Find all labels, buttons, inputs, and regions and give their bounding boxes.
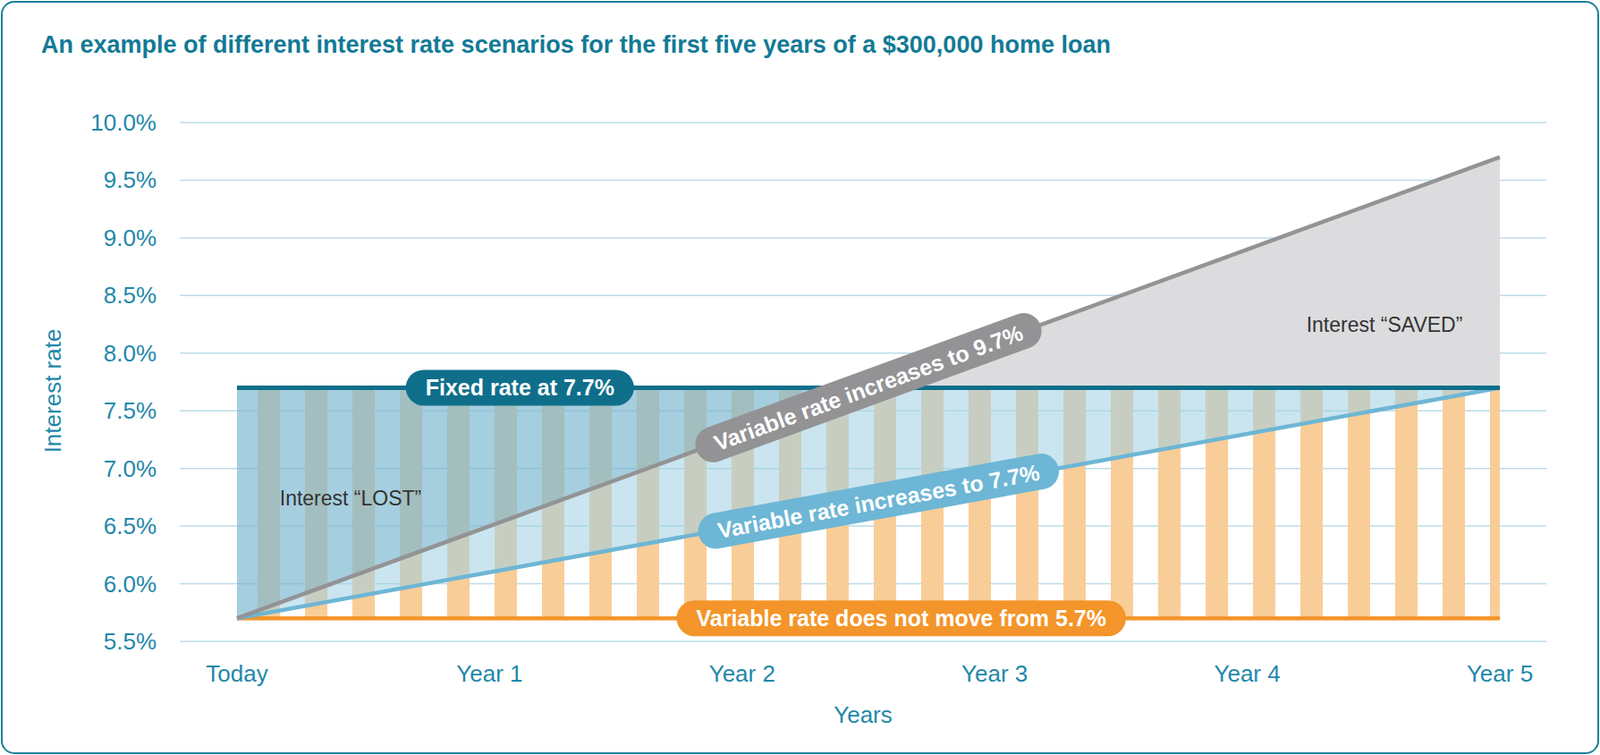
x-tick-label: Year 3: [961, 660, 1028, 687]
series-label: Variable rate increases to 7.7%: [694, 450, 1062, 552]
y-tick-label: 5.5%: [103, 627, 157, 655]
series-label: Variable rate does not move from 5.7%: [676, 600, 1126, 636]
grid-line: [179, 121, 1547, 124]
series-label-text: Fixed rate at 7.7%: [425, 374, 615, 400]
title: An example of different interest rate sc…: [41, 31, 1111, 59]
x-tick-label: Year 5: [1466, 660, 1533, 687]
series-label-pill: [676, 600, 1126, 636]
y-tick-label: 6.5%: [103, 512, 157, 540]
y-tick-label: 8.0%: [103, 339, 157, 367]
page: {"chart_data": { "type": "line", "title"…: [0, 0, 1600, 755]
grid-line: [179, 179, 1547, 182]
frame: [1, 1, 1599, 754]
series-label-text: Variable rate increases to 9.7%: [711, 320, 1027, 457]
y-tick-label: 8.5%: [103, 281, 157, 309]
lost-area: [237, 157, 1500, 619]
grid: [179, 122, 1547, 642]
y-tick-label: 7.5%: [103, 397, 157, 424]
y-tick-label: 9.5%: [103, 166, 157, 194]
series-label-text: Variable rate increases to 7.7%: [715, 459, 1042, 543]
series-label-pill: [694, 450, 1062, 552]
chart: An example of different interest rate sc…: [0, 0, 1600, 755]
saved-area: [237, 157, 1500, 619]
y-tick-label: 6.0%: [103, 570, 157, 598]
plot-area: [237, 157, 1500, 619]
y-tick-label: 9.0%: [103, 224, 157, 252]
series-label-pill: [690, 307, 1047, 467]
x-tick-label: Year 2: [709, 660, 776, 687]
annotation: Interest “LOST”: [279, 486, 422, 510]
saved-area-fill: [237, 157, 1500, 619]
y-axis-label: Interest rate: [39, 329, 67, 454]
series-label-text: Variable rate does not move from 5.7%: [695, 605, 1106, 631]
x-tick-label: Today: [205, 660, 268, 687]
y-tick-label: 10.0%: [90, 109, 157, 136]
series-line: [237, 387, 1500, 618]
series-line: [237, 157, 1500, 619]
x-tick-label: Year 4: [1213, 660, 1280, 687]
x-tick-label: Year 1: [456, 660, 523, 687]
y-tick-label: 7.0%: [103, 455, 157, 483]
x-axis-label: Years: [833, 701, 893, 729]
grid-line: [179, 640, 1547, 643]
lost-area-fill: [237, 157, 1500, 619]
series-label: Fixed rate at 7.7%: [406, 369, 635, 406]
annotation: Interest “SAVED”: [1306, 313, 1464, 337]
series-label-pill: [406, 369, 635, 406]
series-label: Variable rate increases to 9.7%: [690, 307, 1047, 467]
